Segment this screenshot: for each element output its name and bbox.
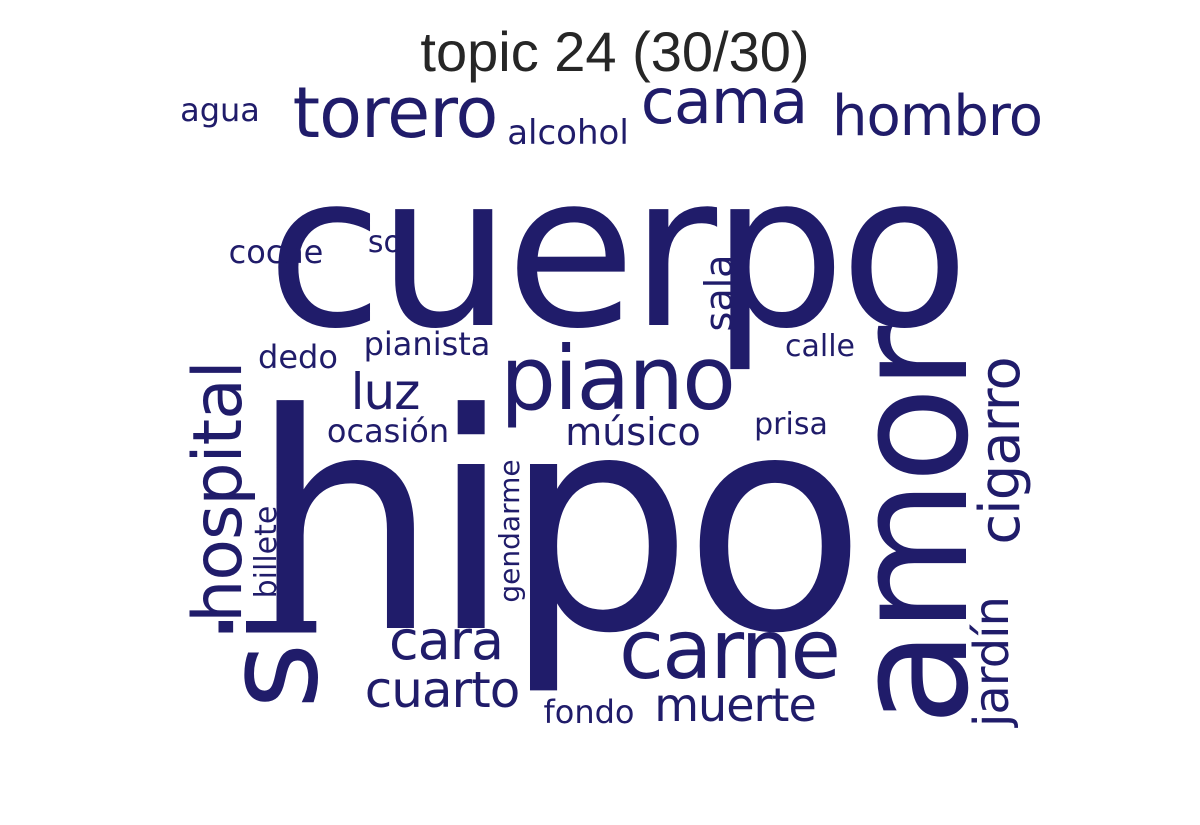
- word-fondo: fondo: [543, 693, 635, 731]
- word-ocasion: ocasión: [326, 412, 450, 450]
- chart-title: topic 24 (30/30): [420, 20, 810, 83]
- word-hospital: hospital: [179, 361, 258, 623]
- word-piano: piano: [500, 327, 736, 430]
- word-sala: sala: [697, 254, 741, 332]
- word-musico: músico: [565, 410, 701, 454]
- word-dedo: dedo: [258, 338, 338, 376]
- word-sol: sol: [367, 225, 411, 260]
- word-gendarme: gendarme: [493, 459, 526, 603]
- word-torero: torero: [292, 72, 499, 154]
- word-coche: coche: [228, 233, 324, 271]
- word-pianista: pianista: [363, 325, 491, 363]
- word-prisa: prisa: [754, 407, 828, 442]
- word-luz: luz: [350, 363, 421, 421]
- word-hombro: hombro: [832, 84, 1043, 149]
- word-cama: cama: [640, 65, 808, 138]
- word-agua: agua: [180, 91, 260, 129]
- word-cara: cara: [388, 609, 504, 672]
- word-cuerpo: cuerpo: [266, 128, 970, 375]
- word-jardin: jardín: [964, 597, 1020, 727]
- word-cuarto: cuarto: [364, 661, 521, 719]
- word-cigarro: cigarro: [968, 357, 1033, 545]
- word-alcohol: alcohol: [507, 113, 629, 153]
- word-billete: billete: [249, 505, 284, 599]
- word-hipo: hipo: [249, 350, 866, 699]
- word-si: si: [198, 610, 347, 710]
- word-muerte: muerte: [654, 678, 817, 732]
- word-carne: carne: [618, 603, 841, 698]
- word-calle: calle: [784, 329, 856, 364]
